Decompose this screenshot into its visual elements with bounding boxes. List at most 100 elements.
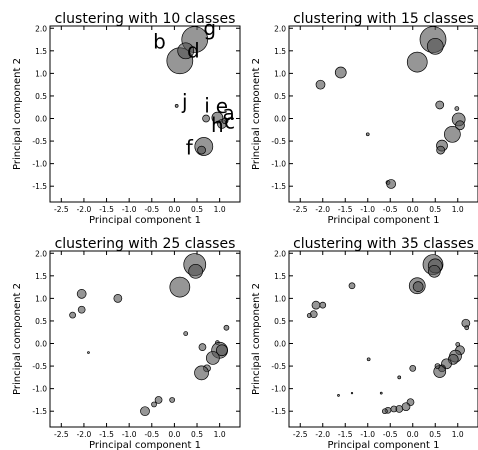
cluster-point: [206, 351, 220, 365]
y-tick-label: 0.0: [35, 340, 47, 349]
cluster-point: [87, 351, 90, 354]
y-tick-label: 0.5: [274, 92, 286, 101]
cluster-label: d: [187, 39, 200, 63]
y-tick-label: 0.0: [35, 115, 47, 124]
x-tick-label: 1.0: [214, 205, 226, 214]
cluster-point: [390, 405, 398, 413]
cluster-point: [464, 325, 470, 331]
cluster-point: [306, 313, 312, 318]
cluster-point: [76, 289, 87, 299]
cluster-point: [188, 263, 204, 279]
cluster-point: [216, 344, 228, 357]
y-tick-label: 2.0: [35, 24, 47, 33]
x-tick-label: -2.5: [293, 430, 308, 439]
x-axis-label: Principal component 1: [89, 440, 201, 450]
cluster-point: [154, 396, 163, 404]
cluster-label: c: [224, 109, 235, 133]
y-tick-label: 0.0: [274, 115, 286, 124]
y-tick-label: -0.5: [32, 137, 47, 146]
x-tick-label: -0.5: [144, 205, 159, 214]
chart-title: clustering with 10 classes: [55, 11, 236, 27]
cluster-point: [337, 394, 340, 397]
x-tick-label: 0.5: [429, 430, 441, 439]
cluster-point: [397, 375, 402, 380]
cluster-point: [113, 294, 123, 303]
cluster-point: [412, 281, 424, 293]
cluster-point: [436, 145, 445, 155]
chart-title: clustering with 15 classes: [293, 11, 474, 27]
cluster-point: [350, 392, 354, 395]
axes-frame: [288, 25, 478, 203]
x-tick-label: -1.5: [99, 205, 114, 214]
cluster-point: [406, 51, 428, 73]
x-tick-label: -1.0: [122, 205, 137, 214]
cluster-point: [426, 37, 444, 55]
x-tick-label: 1.0: [214, 430, 226, 439]
y-tick-label: -1.5: [271, 407, 286, 416]
cluster-label: g: [203, 16, 216, 40]
cluster-point: [428, 264, 441, 278]
x-tick-label: -2.0: [315, 205, 330, 214]
cluster-point: [401, 402, 411, 412]
cluster-label: h: [211, 113, 224, 137]
cluster-point: [455, 120, 465, 131]
x-tick-label: 1.0: [452, 205, 464, 214]
y-tick-label: 1.5: [274, 47, 286, 56]
cluster-point: [197, 145, 206, 155]
chart-title: clustering with 35 classes: [293, 236, 474, 252]
y-tick-label: -1.0: [32, 160, 47, 169]
chart-title: clustering with 25 classes: [55, 236, 236, 252]
x-tick-label: -1.0: [360, 430, 375, 439]
cluster-point: [409, 364, 417, 372]
y-tick-label: -1.5: [271, 182, 286, 191]
y-tick-label: -0.5: [32, 362, 47, 371]
axes-frame: [288, 250, 478, 428]
cluster-label: j: [181, 90, 188, 114]
x-tick-label: -2.5: [54, 430, 69, 439]
x-tick-label: -1.0: [122, 430, 137, 439]
cluster-point: [311, 300, 321, 310]
y-tick-label: 2.0: [274, 24, 286, 33]
y-tick-label: 2.0: [274, 249, 286, 258]
cluster-point: [221, 117, 229, 125]
x-tick-label: 0.5: [191, 205, 203, 214]
cluster-point: [386, 179, 396, 189]
cluster-point: [315, 79, 326, 90]
x-tick-label: 0.0: [407, 430, 419, 439]
x-axis-label: Principal component 1: [328, 215, 440, 226]
cluster-point: [194, 365, 209, 381]
y-tick-label: 1.0: [274, 294, 286, 303]
cluster-point: [454, 106, 460, 111]
cluster-point: [435, 100, 445, 110]
cluster-point: [366, 357, 371, 362]
y-axis-label: Principal component 2: [12, 283, 23, 395]
y-axis-label: Principal component 2: [12, 58, 23, 170]
cluster-label: i: [204, 94, 210, 118]
cluster-label: a: [223, 101, 235, 125]
y-tick-label: 1.0: [35, 69, 47, 78]
x-tick-label: -1.5: [99, 430, 114, 439]
x-tick-label: 0.0: [168, 430, 180, 439]
chart-1: clustering with 10 classes -2.5 -2.0 -1.5 -1…: [12, 11, 241, 226]
cluster-point: [223, 324, 230, 331]
x-tick-label: 1.0: [452, 430, 464, 439]
y-tick-label: -1.5: [32, 407, 47, 416]
cluster-point: [77, 305, 86, 314]
cluster-point: [169, 397, 175, 403]
cluster-point: [169, 276, 191, 298]
cluster-point: [379, 391, 383, 395]
y-tick-label: -0.5: [271, 362, 286, 371]
cluster-point: [183, 331, 189, 336]
y-tick-label: -1.0: [271, 385, 286, 394]
x-tick-label: -0.5: [383, 205, 398, 214]
x-tick-label: -1.0: [360, 205, 375, 214]
y-tick-label: -1.0: [271, 160, 286, 169]
cluster-point: [444, 125, 461, 143]
x-tick-label: 0.0: [407, 205, 419, 214]
y-tick-label: 1.0: [35, 294, 47, 303]
cluster-point: [319, 301, 327, 309]
y-tick-label: -1.0: [32, 385, 47, 394]
y-tick-label: 1.0: [274, 69, 286, 78]
y-tick-label: 0.5: [35, 92, 47, 101]
